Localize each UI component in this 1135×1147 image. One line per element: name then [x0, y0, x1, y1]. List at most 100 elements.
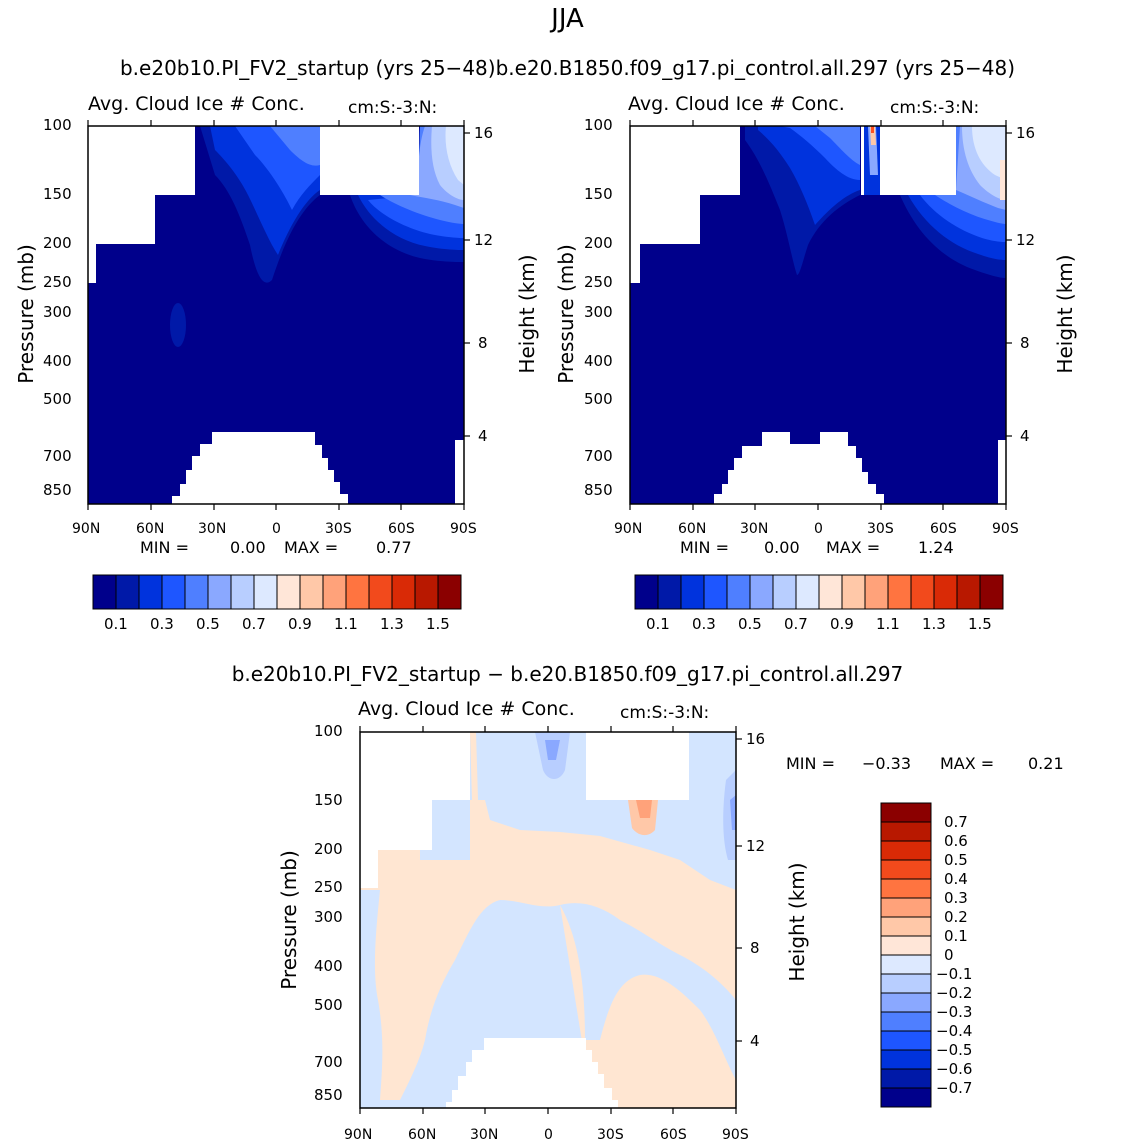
difference-min-label: MIN =	[786, 754, 835, 773]
colorbar-swatch	[657, 574, 682, 610]
colorbar-diff-label: −0.2	[936, 984, 973, 1002]
difference-h-tick: 16	[746, 730, 766, 748]
case2-x-tick: 0	[814, 521, 823, 537]
colorbar-swatch	[345, 574, 370, 610]
colorbar-swatch	[680, 574, 705, 610]
case2-x-ticks	[629, 120, 1012, 510]
colorbar-swatch	[92, 574, 117, 610]
colorbar-diff-label: 0.6	[944, 832, 968, 850]
case1-y-tick: 200	[43, 234, 72, 252]
case2-y-tick: 150	[584, 185, 613, 203]
case2-ylabel-right: Height (km)	[1053, 254, 1077, 374]
case2-x-tick: 30S	[867, 521, 894, 537]
colorbar-swatch	[880, 897, 932, 918]
case2-y-tick: 400	[584, 352, 613, 370]
case1-x-tick: 90S	[450, 521, 477, 537]
case1-y-tick: 250	[43, 273, 72, 291]
case2-x-tick: 60S	[930, 521, 957, 537]
difference-x-tick: 0	[544, 1127, 553, 1143]
case1-x-tick: 0	[272, 521, 281, 537]
difference-min-value: −0.33	[862, 754, 912, 773]
colorbar-diff-label: −0.4	[936, 1022, 973, 1040]
case1-x-tick: 60N	[136, 521, 165, 537]
difference-h-tick: 8	[750, 939, 760, 957]
case2-units-label: cm:S:-3:N:	[890, 98, 980, 118]
case2-y-tick: 700	[584, 447, 613, 465]
colorbar-diff-label: −0.3	[936, 1003, 973, 1021]
case1-x-tick: 60S	[388, 521, 415, 537]
case1-ylabel: Pressure (mb)	[14, 244, 38, 384]
colorbar-case2-label: 0.1	[646, 615, 670, 633]
case2-y-tick: 300	[584, 303, 613, 321]
colorbar-swatch	[880, 1087, 932, 1108]
difference-y-tick: 100	[314, 722, 343, 740]
difference-x-tick: 60N	[408, 1127, 437, 1143]
case1-h-tick: 16	[474, 124, 494, 142]
colorbar-swatch	[880, 1030, 932, 1051]
case1-y-tick: 700	[43, 447, 72, 465]
colorbar-swatch	[864, 574, 889, 610]
case2-variable-label: Avg. Cloud Ice # Conc.	[628, 93, 845, 115]
colorbar-case2-label: 0.7	[784, 615, 808, 633]
colorbar-case2-label: 0.9	[830, 615, 854, 633]
case2-y-tick: 200	[584, 234, 613, 252]
colorbar-diff-label: 0	[944, 946, 954, 964]
case1-units-label: cm:S:-3:N:	[348, 98, 438, 118]
colorbar-diff-label: 0.3	[944, 889, 968, 907]
colorbar-case2-label: 1.5	[968, 615, 992, 633]
case2-min-value: 0.00	[764, 538, 800, 557]
case1-max-label: MAX =	[284, 538, 339, 557]
case2-x-tick: 30N	[740, 521, 769, 537]
colorbar-swatch	[880, 859, 932, 880]
colorbar-swatch	[138, 574, 163, 610]
colorbar-swatch	[634, 574, 659, 610]
case1-x-tick: 30S	[325, 521, 352, 537]
colorbar-swatch	[818, 574, 843, 610]
colorbar-swatch	[880, 916, 932, 937]
case1-y-tick: 150	[43, 185, 72, 203]
colorbar-case1	[92, 574, 462, 610]
case2-y-tick: 250	[584, 273, 613, 291]
case1-x-tick: 90N	[72, 521, 101, 537]
colorbar-swatch	[880, 954, 932, 975]
colorbar-swatch	[772, 574, 797, 610]
difference-title: b.e20b10.PI_FV2_startup − b.e20.B1850.f0…	[231, 662, 904, 686]
difference-y-tick: 850	[314, 1086, 343, 1104]
colorbar-swatch	[880, 1068, 932, 1089]
colorbar-swatch	[979, 574, 1004, 610]
colorbar-swatch	[437, 574, 462, 610]
season-title: JJA	[551, 4, 584, 34]
colorbar-swatch	[115, 574, 140, 610]
colorbar-swatch	[880, 1011, 932, 1032]
colorbar-swatch	[184, 574, 209, 610]
case1-y-tick: 100	[43, 116, 72, 134]
colorbar-swatch	[841, 574, 866, 610]
case2-x-tick: 60N	[678, 521, 707, 537]
case1-ylabel-right: Height (km)	[515, 254, 539, 374]
colorbar-case2-label: 1.1	[876, 615, 900, 633]
colorbar-case2-label: 0.3	[692, 615, 716, 633]
difference-x-ticks	[359, 726, 742, 1114]
case2-h-tick: 16	[1016, 124, 1036, 142]
colorbar-case2-label: 0.5	[738, 615, 762, 633]
case1-y-tick: 300	[43, 303, 72, 321]
case1-h-tick: 4	[478, 427, 488, 445]
difference-x-tick: 60S	[660, 1127, 687, 1143]
colorbar-diff-label: −0.6	[936, 1060, 973, 1078]
case1-x-ticks	[87, 120, 470, 510]
case2-h-tick: 8	[1020, 334, 1030, 352]
colorbar-swatch	[880, 973, 932, 994]
case1-y-tick: 500	[43, 390, 72, 408]
difference-y-tick: 150	[314, 791, 343, 809]
difference-variable-label: Avg. Cloud Ice # Conc.	[358, 698, 575, 720]
colorbar-case1-label: 0.1	[104, 615, 128, 633]
colorbar-swatch	[910, 574, 935, 610]
case1-variable-label: Avg. Cloud Ice # Conc.	[88, 93, 305, 115]
colorbar-swatch	[880, 802, 932, 823]
colorbar-case1-label: 1.1	[334, 615, 358, 633]
difference-x-tick: 30N	[470, 1127, 499, 1143]
case1-y-tick: 400	[43, 352, 72, 370]
colorbar-case1-label: 0.9	[288, 615, 312, 633]
difference-y-tick: 500	[314, 996, 343, 1014]
colorbar-diff-label: 0.4	[944, 870, 968, 888]
